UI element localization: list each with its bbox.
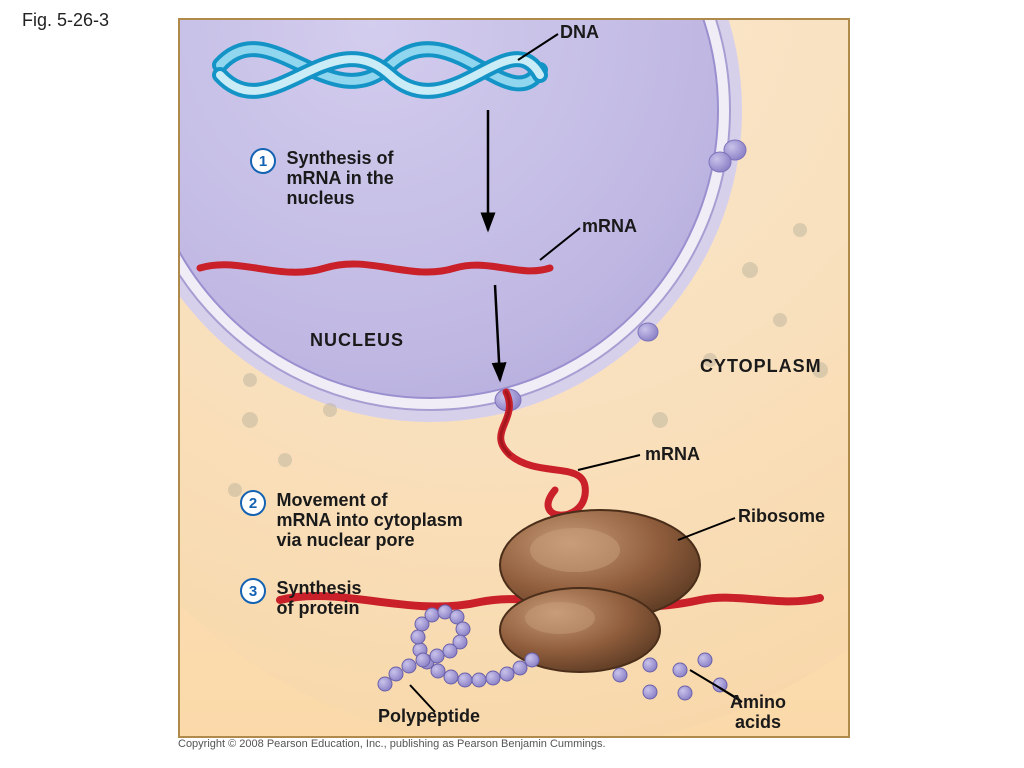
- label-amino-acids: Amino acids: [730, 692, 786, 732]
- label-mrna-top: mRNA: [582, 216, 637, 237]
- label-ribosome: Ribosome: [738, 506, 825, 527]
- label-cytoplasm: CYTOPLASM: [700, 356, 822, 377]
- step-2-text: Movement of mRNA into cytoplasm via nucl…: [276, 490, 462, 550]
- label-mrna-mid: mRNA: [645, 444, 700, 465]
- diagram-svg: [180, 20, 848, 736]
- copyright-text: Copyright © 2008 Pearson Education, Inc.…: [178, 738, 606, 750]
- step-2: 2 Movement of mRNA into cytoplasm via nu…: [240, 490, 463, 551]
- step-3-badge: 3: [240, 578, 266, 604]
- label-polypeptide: Polypeptide: [378, 706, 480, 727]
- step-1: 1 Synthesis of mRNA in the nucleus: [250, 148, 394, 209]
- label-dna: DNA: [560, 22, 599, 43]
- diagram-panel: DNA mRNA NUCLEUS CYTOPLASM mRNA Ribosome…: [178, 18, 850, 738]
- figure-label: Fig. 5-26-3: [22, 10, 109, 31]
- step-1-text: Synthesis of mRNA in the nucleus: [286, 148, 393, 208]
- label-nucleus: NUCLEUS: [310, 330, 404, 351]
- step-3: 3 Synthesis of protein: [240, 578, 362, 619]
- page: Fig. 5-26-3: [0, 0, 1024, 768]
- step-1-badge: 1: [250, 148, 276, 174]
- step-3-text: Synthesis of protein: [276, 578, 361, 618]
- step-2-badge: 2: [240, 490, 266, 516]
